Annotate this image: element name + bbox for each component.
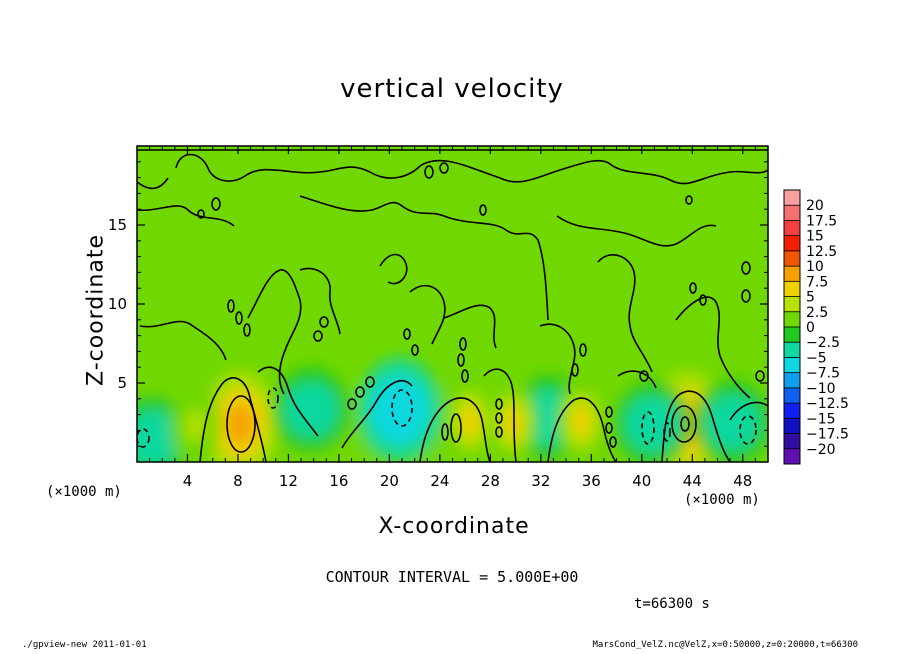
- contour-line: [226, 395, 256, 453]
- contour-line: [197, 162, 765, 448]
- x-tick-label: 20: [380, 472, 399, 490]
- updraft-core: [186, 409, 205, 442]
- colorbar-swatch: [784, 220, 800, 236]
- x-unit-label-right: (×1000 m): [684, 492, 760, 508]
- contour-line: [267, 387, 279, 409]
- x-unit-label-left: (×1000 m): [46, 484, 122, 500]
- contour-line: [199, 366, 768, 462]
- colorbar-label: 15: [806, 229, 824, 245]
- colorbar-label: −5: [806, 350, 827, 366]
- x-tick-label: 16: [329, 472, 348, 490]
- downdraft-core: [297, 393, 326, 427]
- downdraft-core: [384, 390, 415, 430]
- contour-line: [663, 422, 671, 442]
- x-tick-label: 4: [183, 472, 193, 490]
- colorbar-label: −10: [806, 381, 836, 397]
- colorbar-swatch: [784, 266, 800, 282]
- colorbar-label: −20: [806, 442, 836, 458]
- colorbar-swatch: [784, 205, 800, 221]
- colorbar-swatch: [784, 372, 800, 388]
- contour-line: [139, 253, 751, 399]
- contour-interval-label: CONTOUR INTERVAL = 5.000E+00: [325, 568, 579, 586]
- contour-line: [137, 428, 150, 448]
- colorbar-label: −7.5: [806, 366, 840, 382]
- chart-title: vertical velocity: [340, 74, 564, 104]
- downdraft-region: [693, 379, 768, 462]
- updraft-core: [227, 404, 254, 444]
- colorbar-swatch: [784, 327, 800, 343]
- colorbar-swatch: [784, 311, 800, 327]
- x-tick-label: 40: [632, 472, 651, 490]
- colorbar-label: 17.5: [806, 213, 837, 229]
- downdraft-region: [357, 357, 442, 462]
- colorbar-label: −2.5: [806, 335, 840, 351]
- x-tick-label: 8: [233, 472, 243, 490]
- contour-line: [671, 405, 697, 443]
- colorbar-swatch: [784, 250, 800, 267]
- colorbar-label: −17.5: [806, 427, 849, 443]
- colorbar-swatch: [784, 281, 800, 297]
- colorbar-swatch: [784, 296, 800, 312]
- contour-line: [739, 415, 757, 445]
- updraft-core: [504, 406, 523, 439]
- contour-line: [641, 411, 655, 445]
- footer-right: MarsCond_VelZ.nc@VelZ,x=0:50000,z=0:2000…: [592, 640, 858, 650]
- y-tick-label: 10: [108, 295, 127, 313]
- downdraft-region: [612, 380, 692, 462]
- colorbar-swatch: [784, 387, 800, 404]
- contour-line: [450, 413, 462, 443]
- contour-line: [137, 149, 768, 321]
- x-tick-label: 44: [683, 472, 702, 490]
- colorbar-swatch: [784, 357, 800, 373]
- contour-lines: [137, 149, 768, 462]
- colorbar-swatch: [784, 403, 800, 419]
- colorbar-label: 0: [806, 320, 815, 336]
- colorbar-swatch: [784, 448, 800, 464]
- colorbar-label: 12.5: [806, 244, 837, 260]
- updraft-region: [169, 382, 221, 462]
- downdraft-region: [271, 366, 351, 454]
- downdraft-core: [718, 406, 747, 439]
- downdraft-core: [138, 422, 167, 455]
- contour-line: [391, 389, 413, 427]
- x-tick-label: 24: [430, 472, 449, 490]
- colorbar-label: 7.5: [806, 274, 828, 290]
- colorbar-swatch: [784, 418, 800, 434]
- x-tick-label: 12: [279, 472, 298, 490]
- colorbar-label: 5: [806, 290, 815, 306]
- footer-left: ./gpview-new 2011-01-01: [22, 640, 147, 650]
- updraft-core: [572, 404, 591, 438]
- updraft-region: [204, 371, 277, 462]
- colorbar-swatch: [784, 235, 800, 251]
- colorbar-label: −12.5: [806, 396, 849, 412]
- colorbar-swatch: [784, 342, 800, 358]
- y-tick-label: 15: [108, 216, 127, 234]
- x-tick-label: 36: [582, 472, 601, 490]
- contour-line: [441, 423, 449, 441]
- colorbar: 2017.51512.5107.552.50−2.5−5−7.5−10−12.5…: [783, 189, 849, 465]
- updraft-region: [556, 377, 607, 462]
- colorbar-label: 20: [806, 198, 824, 214]
- colorbar-label: 2.5: [806, 305, 828, 321]
- x-tick-label: 48: [733, 472, 752, 490]
- x-axis-label: X-coordinate: [378, 514, 530, 539]
- y-tick-label: 5: [117, 374, 127, 392]
- colorbar-label: 10: [806, 259, 824, 275]
- updraft-core: [461, 404, 480, 438]
- time-label: t=66300 s: [634, 596, 710, 612]
- x-tick-label: 28: [481, 472, 500, 490]
- colorbar-swatch: [784, 433, 800, 449]
- colorbar-label: −15: [806, 411, 836, 427]
- x-tick-label: 32: [531, 472, 550, 490]
- contour-line: [680, 416, 690, 432]
- colorbar-swatch: [784, 190, 800, 206]
